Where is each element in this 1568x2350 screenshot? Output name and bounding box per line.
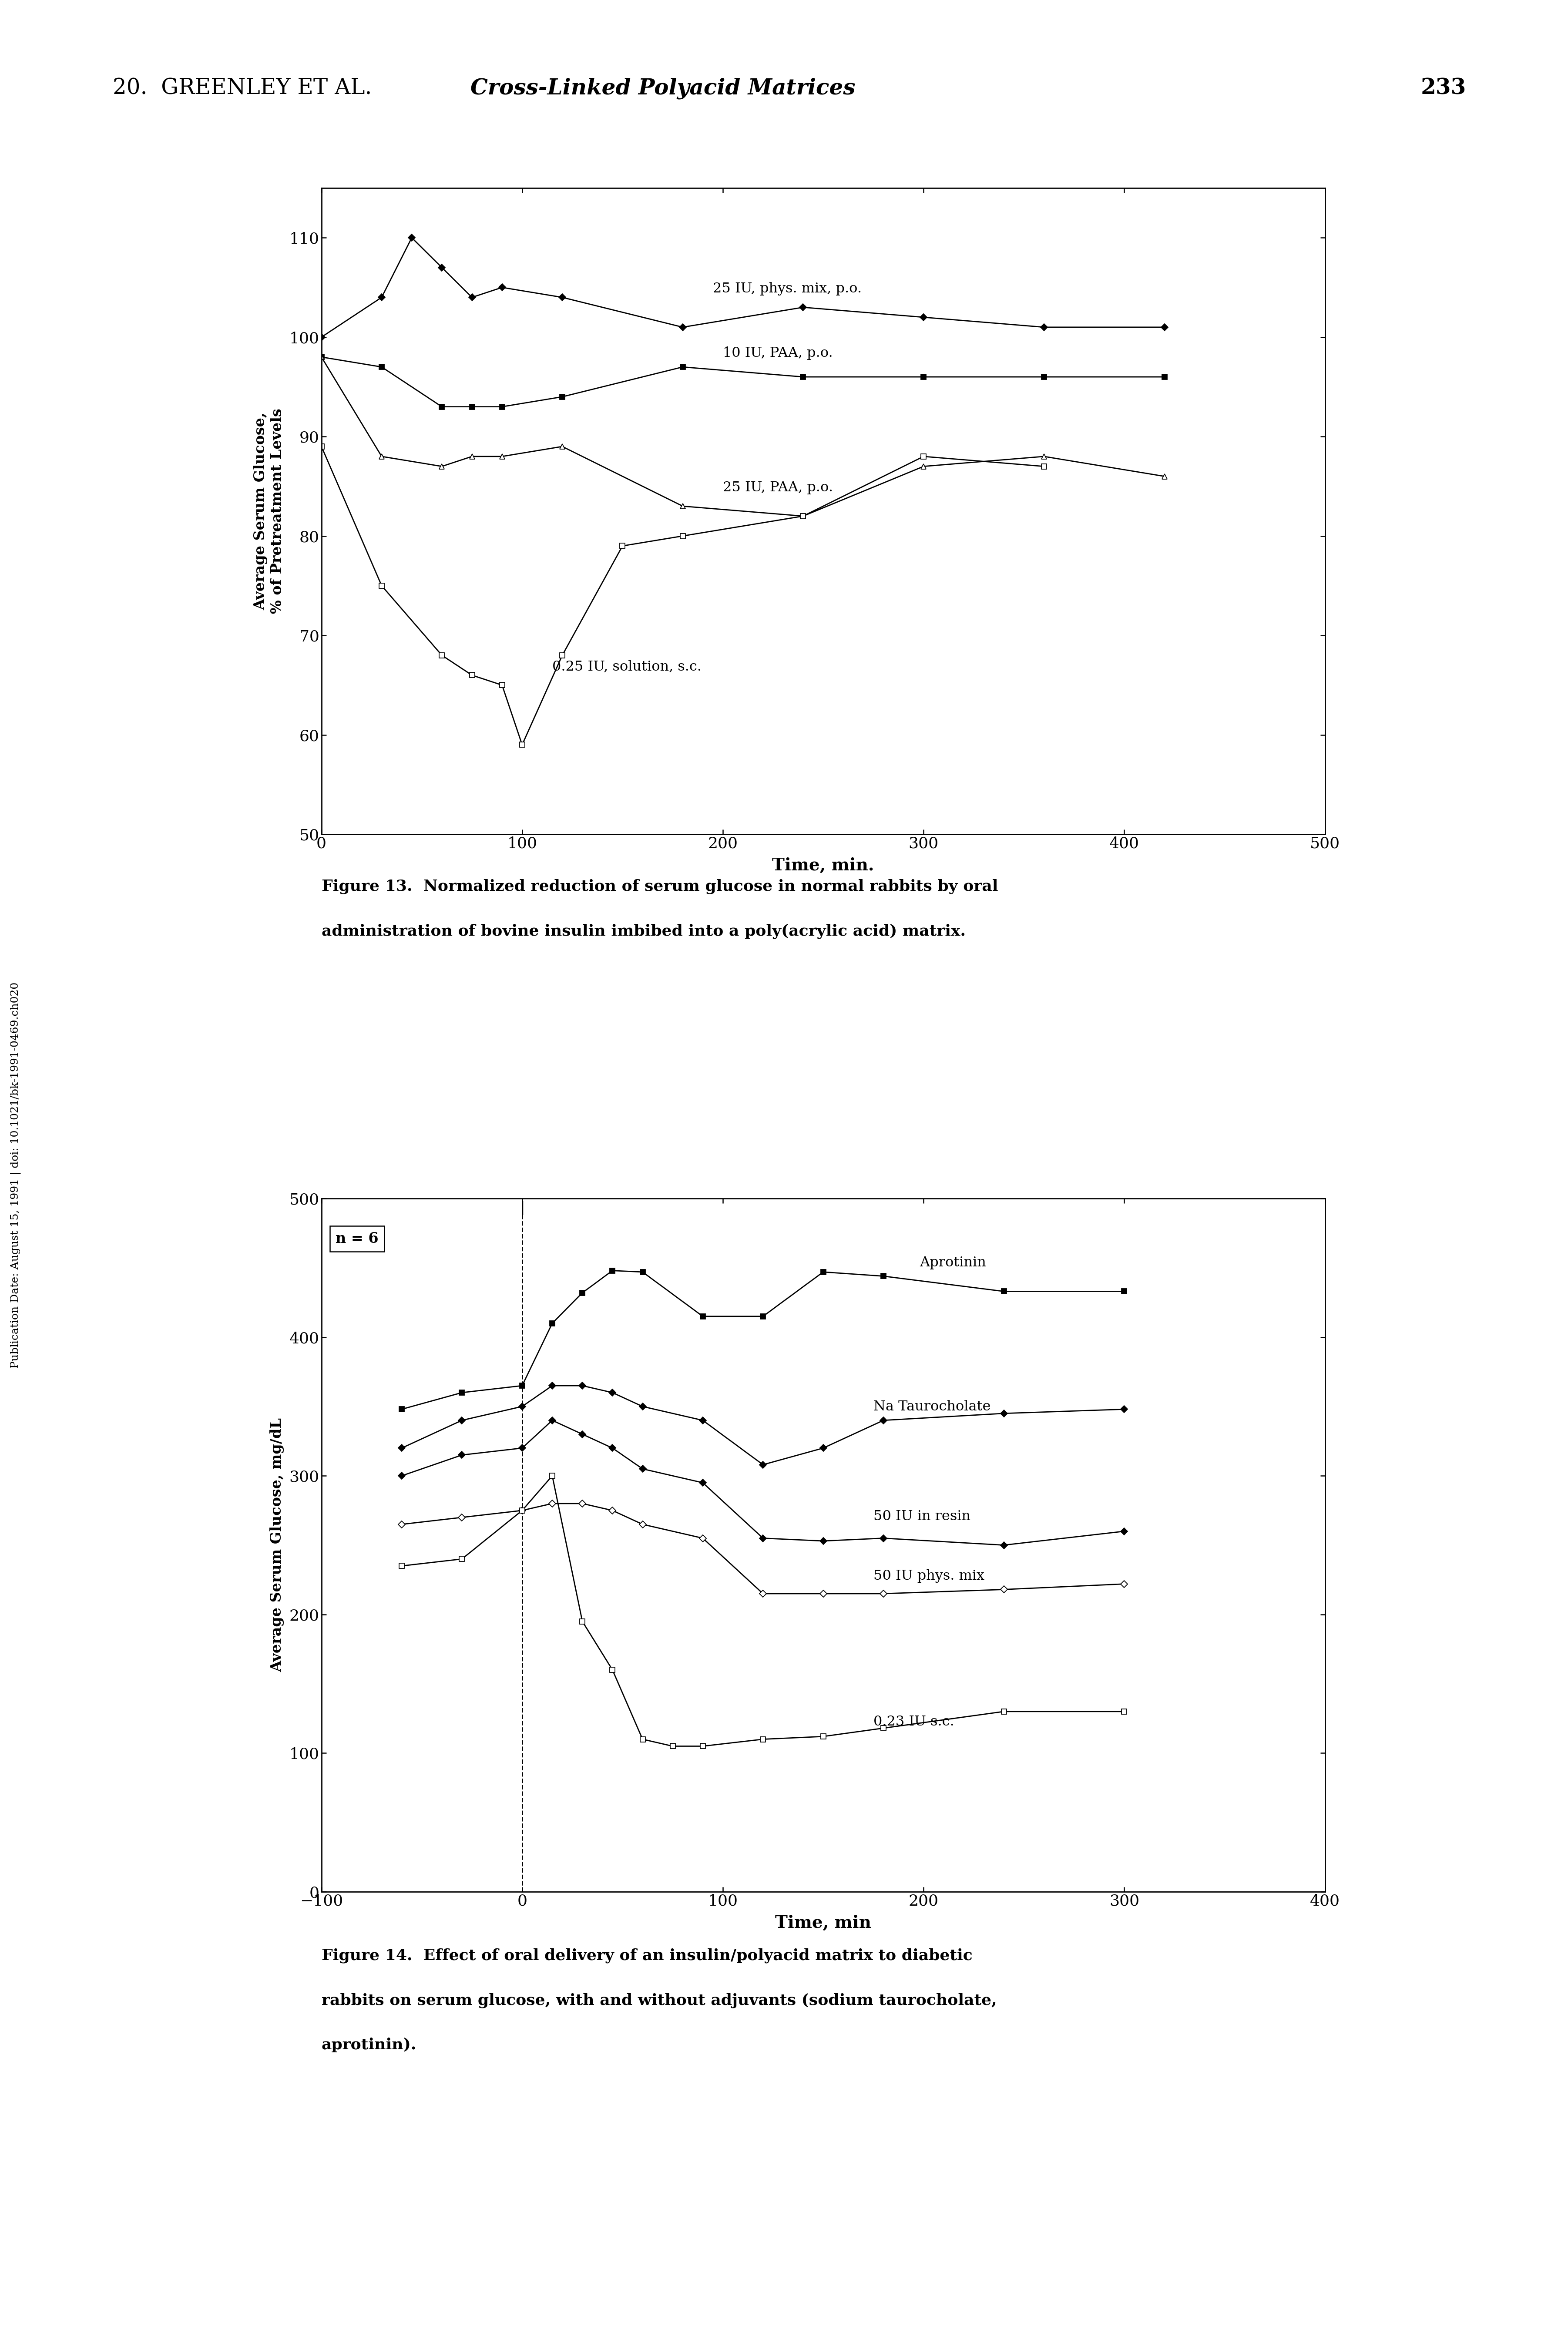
Text: aprotinin).: aprotinin). — [321, 2037, 417, 2052]
Text: Publication Date: August 15, 1991 | doi: 10.1021/bk-1991-0469.ch020: Publication Date: August 15, 1991 | doi:… — [11, 982, 20, 1368]
Text: administration of bovine insulin imbibed into a poly(acrylic acid) matrix.: administration of bovine insulin imbibed… — [321, 924, 966, 938]
Text: 0.25 IU, solution, s.c.: 0.25 IU, solution, s.c. — [552, 660, 701, 672]
Text: Na Taurocholate: Na Taurocholate — [873, 1401, 991, 1415]
Y-axis label: Average Serum Glucose, mg/dL: Average Serum Glucose, mg/dL — [270, 1417, 284, 1673]
Text: 10 IU, PAA, p.o.: 10 IU, PAA, p.o. — [723, 345, 833, 360]
Text: 0.23 IU s.c.: 0.23 IU s.c. — [873, 1716, 955, 1727]
Text: |: | — [521, 1201, 524, 1215]
Y-axis label: Average Serum Glucose,
% of Pretreatment Levels: Average Serum Glucose, % of Pretreatment… — [254, 409, 284, 613]
Text: n = 6: n = 6 — [336, 1231, 378, 1246]
Text: Aprotinin: Aprotinin — [919, 1255, 986, 1269]
Text: 25 IU, phys. mix, p.o.: 25 IU, phys. mix, p.o. — [713, 282, 862, 296]
Text: 50 IU phys. mix: 50 IU phys. mix — [873, 1570, 985, 1584]
Text: Figure 14.  Effect of oral delivery of an insulin/polyacid matrix to diabetic: Figure 14. Effect of oral delivery of an… — [321, 1948, 972, 1962]
Text: 233: 233 — [1421, 78, 1466, 99]
Text: Figure 13.  Normalized reduction of serum glucose in normal rabbits by oral: Figure 13. Normalized reduction of serum… — [321, 879, 997, 893]
X-axis label: Time, min.: Time, min. — [771, 858, 875, 874]
Text: 20.  GREENLEY ET AL.: 20. GREENLEY ET AL. — [113, 78, 372, 99]
Text: 50 IU in resin: 50 IU in resin — [873, 1509, 971, 1523]
Text: 25 IU, PAA, p.o.: 25 IU, PAA, p.o. — [723, 482, 833, 494]
Text: Cross-Linked Polyacid Matrices: Cross-Linked Polyacid Matrices — [470, 78, 855, 99]
X-axis label: Time, min: Time, min — [775, 1915, 872, 1932]
Text: rabbits on serum glucose, with and without adjuvants (sodium taurocholate,: rabbits on serum glucose, with and witho… — [321, 1993, 997, 2007]
